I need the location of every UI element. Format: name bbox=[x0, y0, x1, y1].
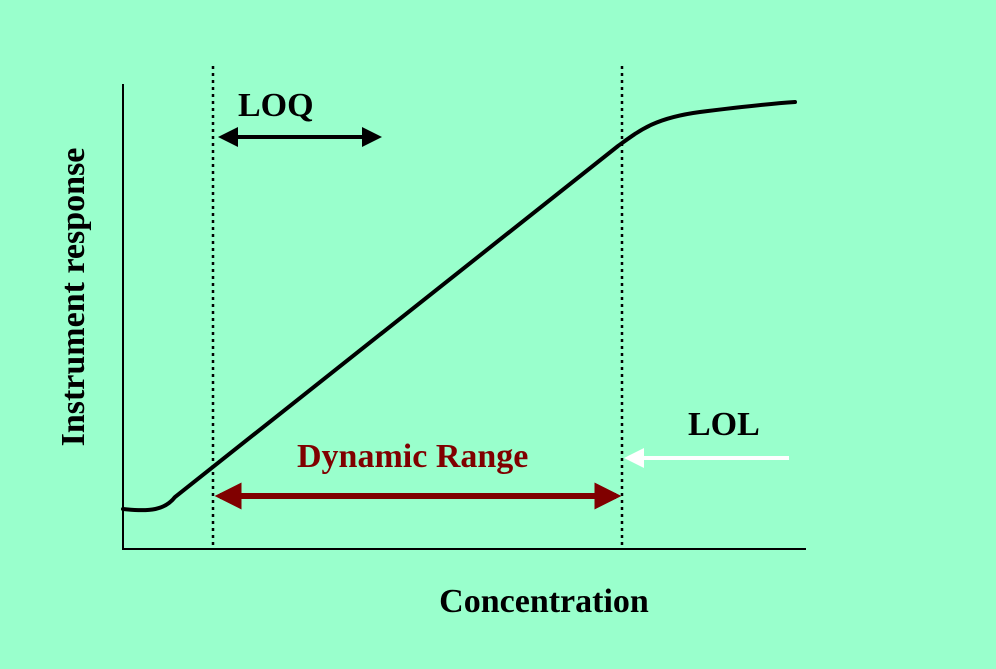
loq-label: LOQ bbox=[238, 87, 314, 124]
response-curve bbox=[121, 100, 797, 513]
dynamic-range-label: Dynamic Range bbox=[297, 438, 528, 475]
x-axis-label: Concentration bbox=[439, 583, 649, 620]
y-axis-label: Instrument response bbox=[55, 148, 92, 447]
lol-label: LOL bbox=[688, 406, 760, 443]
